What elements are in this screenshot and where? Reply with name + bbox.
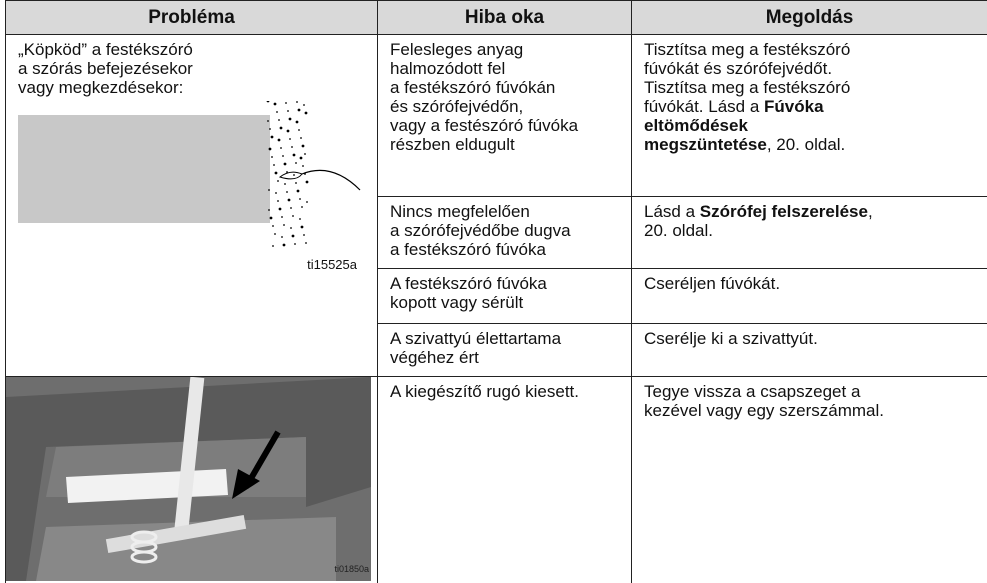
header-cell: Megoldás xyxy=(632,1,987,35)
solution-text: Tegye vissza a csapszeget a kezével vagy… xyxy=(644,382,884,420)
cause-cell: A szivattyú élettartama végéhez ért xyxy=(378,324,632,377)
problem-figure xyxy=(18,101,367,255)
solution-text: , 20. oldal. xyxy=(767,135,845,154)
cause-cell: Nincs megfelelően a szórófejvédőbe dugva… xyxy=(378,197,632,269)
image-label: ti15525a xyxy=(18,255,357,274)
cause-cell: Felesleges anyag halmozódott fel a festé… xyxy=(378,35,632,197)
solution-text: Lásd a xyxy=(644,202,700,221)
solution-emphasis: Szórófej felszerelése xyxy=(700,202,868,221)
cause-cell: A kiegészítő rugó kiesett. xyxy=(378,377,632,583)
spring-photo xyxy=(6,377,371,581)
solution-cell: Tegye vissza a csapszeget a kezével vagy… xyxy=(632,377,987,583)
table-row: ti01850a A kiegészítő rugó kiesett. Tegye … xyxy=(6,377,987,583)
problem-figure xyxy=(6,377,377,581)
header-cell: Hiba oka xyxy=(378,1,632,35)
solution-text: Cseréljen fúvókát. xyxy=(644,274,780,293)
header-row: Probléma Hiba oka Megoldás xyxy=(6,1,987,35)
solution-cell: Lásd a Szórófej felszerelése, 20. oldal. xyxy=(632,197,987,269)
solution-cell: Cseréljen fúvókát. xyxy=(632,269,987,324)
problem-cell: ti01850a xyxy=(6,377,378,583)
solution-text: Cserélje ki a szivattyút. xyxy=(644,329,818,348)
problem-cell: „Köpköd” a festékszóró a szórás befejezé… xyxy=(6,35,378,377)
table-row: „Köpköd” a festékszóró a szórás befejezé… xyxy=(6,35,987,197)
image-label: ti01850a xyxy=(334,560,369,579)
header-cell: Probléma xyxy=(6,1,378,35)
spitting-illustration xyxy=(18,101,363,251)
solution-cell: Tisztítsa meg a festékszóró fúvókát és s… xyxy=(632,35,987,197)
cause-cell: A festékszóró fúvóka kopott vagy sérült xyxy=(378,269,632,324)
solution-cell: Cserélje ki a szivattyút. xyxy=(632,324,987,377)
troubleshooting-table: Probléma Hiba oka Megoldás „Köpköd” a fe… xyxy=(5,0,987,583)
problem-text: „Köpköd” a festékszóró a szórás befejezé… xyxy=(18,40,367,97)
